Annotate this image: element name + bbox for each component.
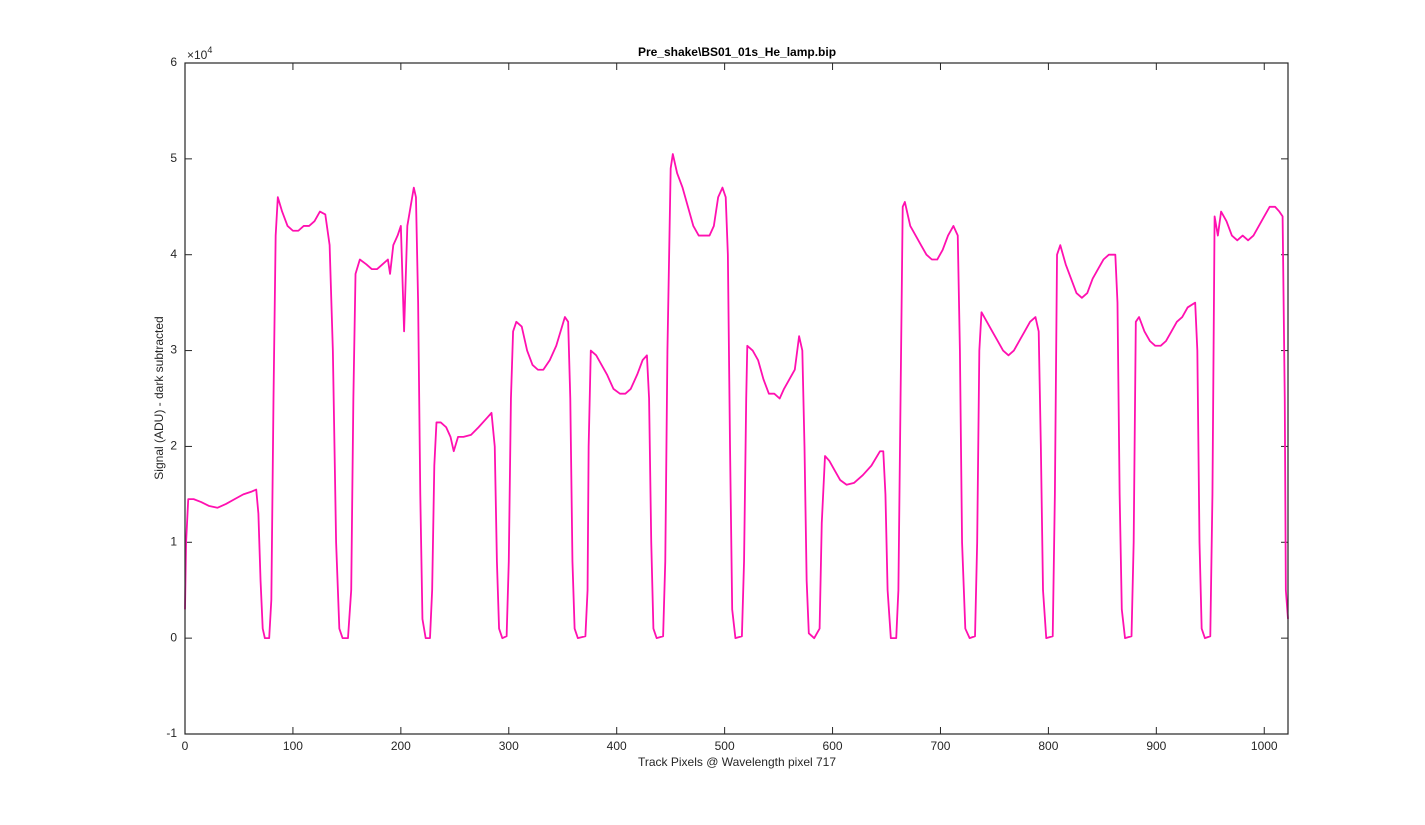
- x-tick-label: 500: [715, 739, 735, 753]
- x-tick-label: 400: [607, 739, 627, 753]
- x-tick-label: 1000: [1251, 739, 1278, 753]
- y-tick-label: 6: [170, 55, 177, 69]
- chart-title: Pre_shake\BS01_01s_He_lamp.bip: [638, 45, 836, 59]
- y-axis-label: Signal (ADU) - dark subtracted: [152, 316, 166, 479]
- axes-frame: [184, 62, 1289, 735]
- x-tick-label: 800: [1038, 739, 1058, 753]
- x-tick-label: 600: [823, 739, 843, 753]
- x-tick-label: 100: [283, 739, 303, 753]
- y-tick-label: -1: [166, 726, 177, 740]
- y-multiplier: ×104: [187, 45, 212, 62]
- y-tick-label: 4: [170, 247, 177, 261]
- x-tick-label: 700: [930, 739, 950, 753]
- y-tick-label: 1: [170, 534, 177, 548]
- y-tick-label: 2: [170, 439, 177, 453]
- y-tick-label: 0: [170, 630, 177, 644]
- x-tick-label: 200: [391, 739, 411, 753]
- x-tick-label: 900: [1146, 739, 1166, 753]
- x-tick-label: 0: [182, 739, 189, 753]
- y-tick-label: 3: [170, 343, 177, 357]
- data-line: [184, 153, 1289, 640]
- x-tick-label: 300: [499, 739, 519, 753]
- x-axis-label: Track Pixels @ Wavelength pixel 717: [638, 755, 836, 769]
- y-tick-label: 5: [170, 151, 177, 165]
- y-multiplier-base: ×10: [187, 48, 208, 62]
- y-multiplier-exponent: 4: [207, 45, 212, 55]
